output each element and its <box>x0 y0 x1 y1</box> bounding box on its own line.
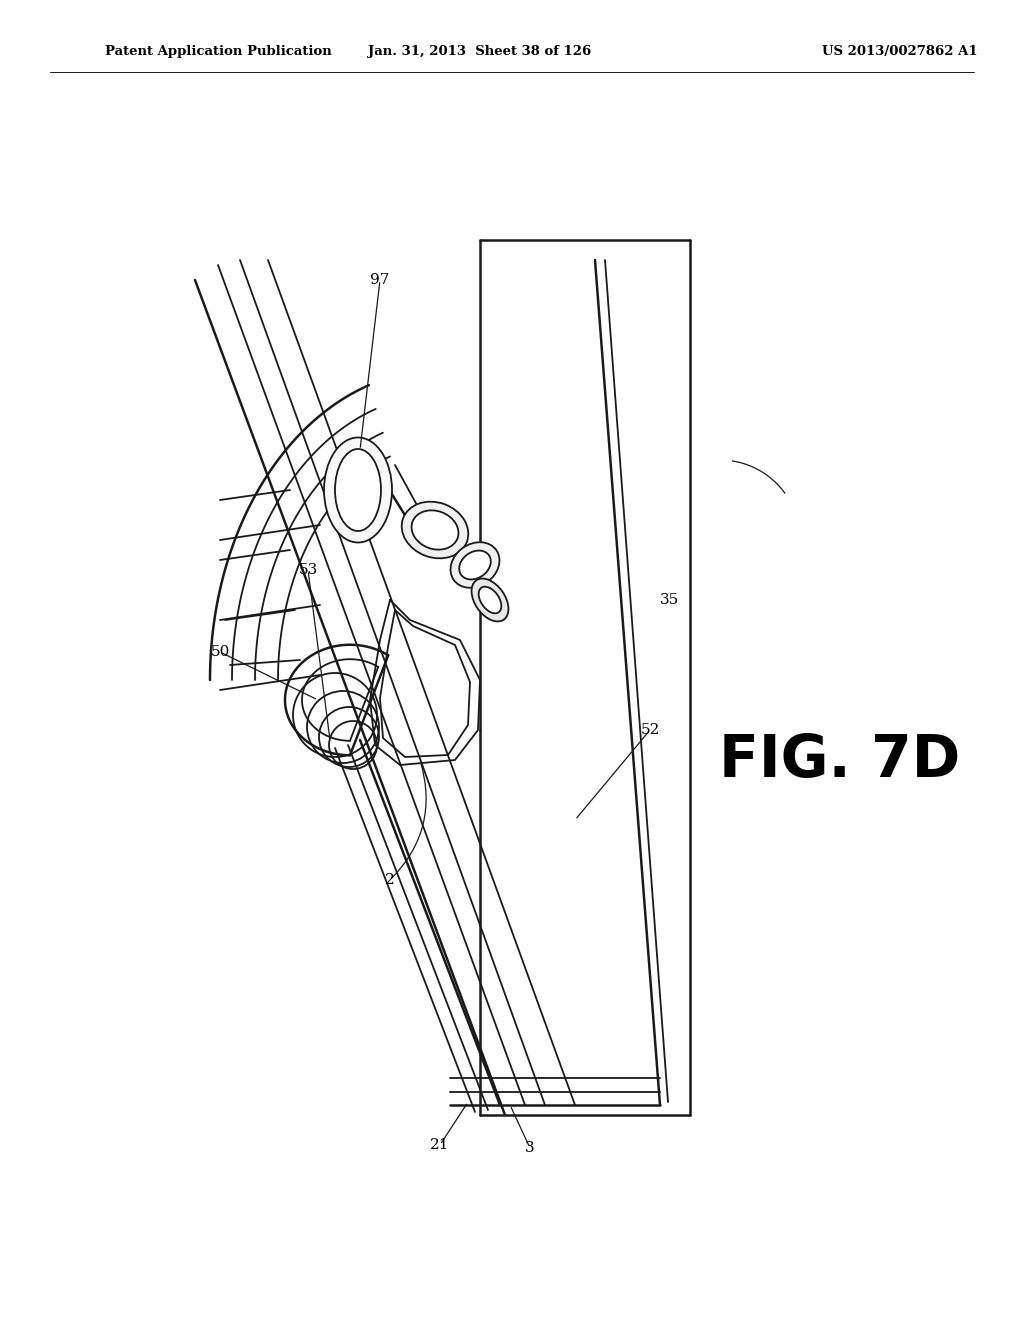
Text: US 2013/0027862 A1: US 2013/0027862 A1 <box>822 45 978 58</box>
Ellipse shape <box>451 543 500 587</box>
Text: 21: 21 <box>430 1138 450 1152</box>
Text: 97: 97 <box>371 273 390 286</box>
Text: 2: 2 <box>385 873 395 887</box>
Ellipse shape <box>324 437 392 543</box>
Ellipse shape <box>412 511 459 549</box>
Text: 35: 35 <box>660 593 679 607</box>
Ellipse shape <box>401 502 468 558</box>
Text: Jan. 31, 2013  Sheet 38 of 126: Jan. 31, 2013 Sheet 38 of 126 <box>369 45 592 58</box>
Ellipse shape <box>478 586 502 614</box>
Ellipse shape <box>471 578 509 622</box>
Text: 3: 3 <box>525 1140 535 1155</box>
Text: FIG. 7D: FIG. 7D <box>720 731 961 788</box>
Ellipse shape <box>335 449 381 531</box>
Text: Patent Application Publication: Patent Application Publication <box>105 45 332 58</box>
Text: 52: 52 <box>640 723 659 737</box>
Ellipse shape <box>459 550 490 579</box>
Text: 50: 50 <box>210 645 229 659</box>
Text: 53: 53 <box>298 564 317 577</box>
